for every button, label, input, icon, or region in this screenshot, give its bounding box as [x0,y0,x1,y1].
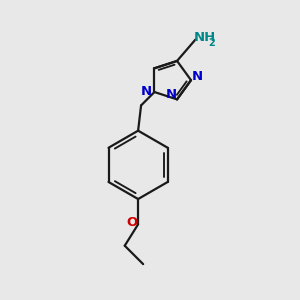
Text: N: N [141,85,152,98]
Text: N: N [166,88,177,101]
Text: N: N [192,70,203,83]
Text: 2: 2 [208,38,214,47]
Text: O: O [126,216,137,229]
Text: NH: NH [193,31,215,44]
